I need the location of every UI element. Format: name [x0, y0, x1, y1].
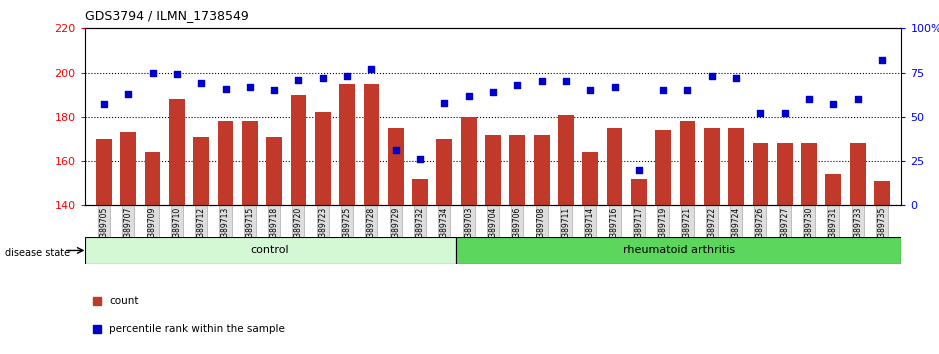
Point: [874, 57, 889, 63]
Point: [583, 87, 598, 93]
Bar: [242, 121, 257, 205]
Point: [680, 87, 695, 93]
Bar: [655, 130, 671, 205]
Bar: [509, 135, 525, 205]
Point: [97, 102, 112, 107]
Point: [193, 80, 208, 86]
Point: [850, 96, 865, 102]
Point: [267, 87, 282, 93]
Bar: [631, 179, 647, 205]
Bar: [582, 152, 598, 205]
Bar: [777, 143, 793, 205]
Point: [145, 70, 160, 75]
Bar: [533, 135, 549, 205]
Text: GDS3794 / ILMN_1738549: GDS3794 / ILMN_1738549: [85, 9, 248, 22]
Bar: [825, 174, 841, 205]
Point: [316, 75, 331, 81]
Bar: [120, 132, 136, 205]
Point: [729, 75, 744, 81]
Bar: [193, 137, 209, 205]
Point: [753, 110, 768, 116]
Point: [559, 79, 574, 84]
Bar: [388, 128, 404, 205]
FancyBboxPatch shape: [455, 237, 901, 264]
Bar: [169, 99, 185, 205]
Bar: [607, 128, 623, 205]
Point: [802, 96, 817, 102]
Point: [388, 148, 403, 153]
Point: [534, 79, 549, 84]
Bar: [874, 181, 890, 205]
Text: percentile rank within the sample: percentile rank within the sample: [109, 324, 285, 334]
Bar: [339, 84, 355, 205]
Point: [704, 73, 719, 79]
Point: [121, 91, 136, 97]
Bar: [485, 135, 500, 205]
Point: [826, 102, 841, 107]
Bar: [461, 117, 477, 205]
Bar: [752, 143, 768, 205]
Point: [485, 89, 500, 95]
Point: [631, 167, 646, 173]
Bar: [729, 128, 744, 205]
Bar: [680, 121, 696, 205]
Bar: [437, 139, 453, 205]
Point: [461, 93, 476, 98]
Point: [777, 110, 793, 116]
Point: [169, 72, 184, 77]
FancyBboxPatch shape: [85, 237, 455, 264]
Text: disease state: disease state: [5, 248, 69, 258]
Point: [340, 73, 355, 79]
Text: count: count: [109, 296, 139, 306]
Point: [437, 100, 452, 105]
Bar: [412, 179, 428, 205]
Text: control: control: [251, 245, 289, 256]
Point: [364, 66, 379, 72]
Bar: [850, 143, 866, 205]
Bar: [363, 84, 379, 205]
Point: [510, 82, 525, 88]
Point: [655, 87, 670, 93]
Bar: [267, 137, 282, 205]
Bar: [315, 112, 331, 205]
Bar: [218, 121, 234, 205]
Point: [607, 84, 622, 90]
Text: rheumatoid arthritis: rheumatoid arthritis: [623, 245, 734, 256]
Bar: [290, 95, 306, 205]
Point: [218, 86, 233, 91]
Point: [242, 84, 257, 90]
Bar: [704, 128, 719, 205]
Bar: [145, 152, 161, 205]
Point: [291, 77, 306, 82]
Bar: [801, 143, 817, 205]
Point: [412, 156, 427, 162]
Bar: [558, 115, 574, 205]
Bar: [96, 139, 112, 205]
